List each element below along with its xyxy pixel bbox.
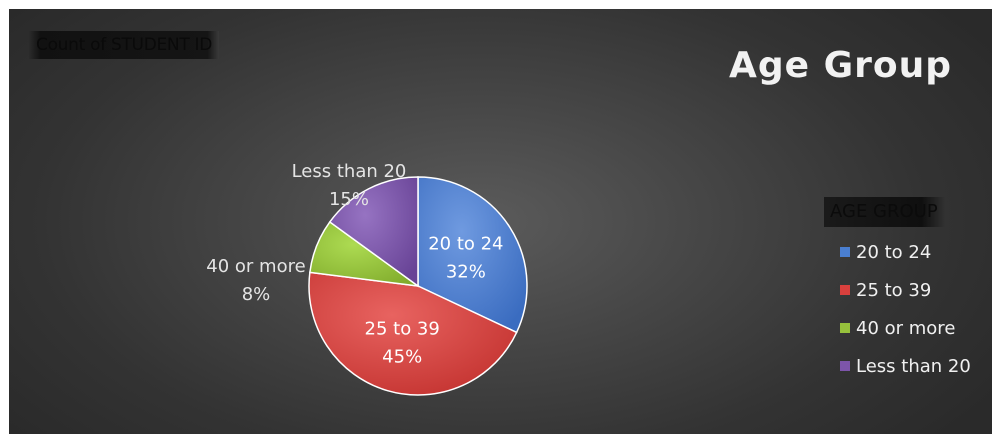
legend-swatch-40-or-more	[840, 323, 850, 333]
data-label-percent-25-to-39: 45%	[382, 346, 422, 367]
legend-label-40-or-more: 40 or more	[856, 317, 956, 339]
legend-label-20-to-24: 20 to 24	[856, 241, 932, 263]
pie-slice-less-than-20[interactable]	[328, 176, 419, 288]
pie-chart: 20 to 24 32% 25 to 39 45% 40 or more 8% Less t…	[206, 161, 528, 396]
legend: AGE GROUP 20 to 24 25 to 39 40 or more Less…	[824, 197, 971, 385]
data-label-category-less-than-20: Less than 20	[292, 161, 407, 182]
data-label-percent-40-or-more: 8%	[242, 284, 271, 305]
legend-title[interactable]: AGE GROUP	[824, 197, 946, 227]
data-label-category-20-to-24: 20 to 24	[428, 234, 503, 255]
value-field-button[interactable]: Count of STUDENT ID	[29, 31, 220, 59]
legend-swatch-less-than-20	[840, 361, 850, 371]
data-label-category-25-to-39: 25 to 39	[365, 318, 440, 339]
pie-slice-25-to-39[interactable]	[308, 271, 518, 396]
data-label-category-40-or-more: 40 or more	[206, 256, 305, 277]
legend-label-25-to-39: 25 to 39	[856, 279, 932, 301]
legend-swatch-25-to-39	[840, 285, 850, 295]
pie-slice-20-to-24[interactable]	[417, 176, 528, 334]
chart-area: Count of STUDENT ID Age Group 20 to 24 32…	[9, 9, 992, 434]
legend-item-40-or-more[interactable]: 40 or more	[840, 309, 971, 347]
data-label-percent-less-than-20: 15%	[329, 189, 369, 210]
legend-item-20-to-24[interactable]: 20 to 24	[840, 233, 971, 271]
legend-swatch-20-to-24	[840, 247, 850, 257]
legend-item-25-to-39[interactable]: 25 to 39	[840, 271, 971, 309]
legend-item-less-than-20[interactable]: Less than 20	[840, 347, 971, 385]
data-label-percent-20-to-24: 32%	[446, 262, 486, 283]
chart-title: Age Group	[728, 45, 952, 86]
legend-label-less-than-20: Less than 20	[856, 355, 971, 377]
